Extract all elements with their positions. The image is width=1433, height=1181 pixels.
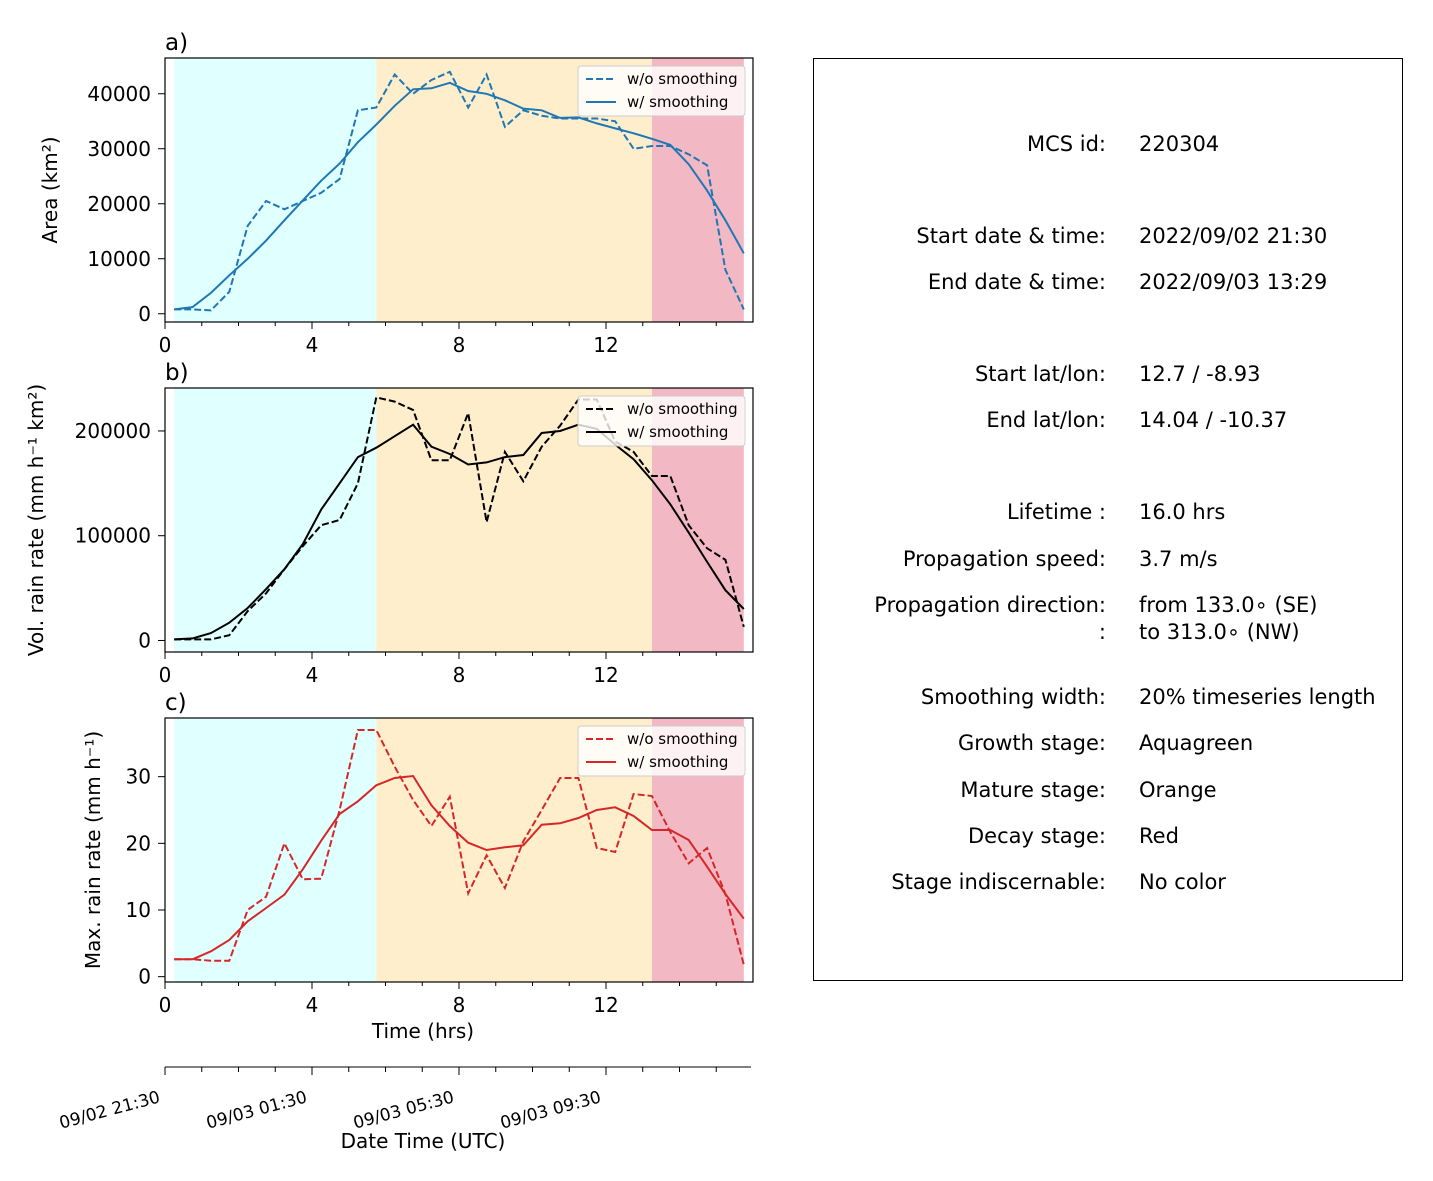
legend-entry: w/o smoothing <box>627 730 738 748</box>
info-value: Red <box>1139 824 1179 848</box>
info-label: Mature stage: <box>960 778 1106 802</box>
info-label: Propagation direction: <box>874 593 1106 617</box>
x-tick-label: 4 <box>306 663 319 687</box>
x-tick-label: 8 <box>453 333 466 357</box>
panel-label: c) <box>165 690 187 716</box>
y-tick-label: 30 <box>126 765 151 789</box>
y-axis-label: Area (km²) <box>38 136 62 243</box>
info-value: 2022/09/03 13:29 <box>1139 270 1328 294</box>
panel-label: b) <box>165 360 189 386</box>
y-tick-label: 30000 <box>87 137 151 161</box>
y-tick-label: 20000 <box>87 192 151 216</box>
info-value: 20% timeseries length <box>1139 685 1376 709</box>
info-label: Start lat/lon: <box>974 362 1106 386</box>
info-label: End date & time: <box>927 270 1106 294</box>
legend-box <box>577 65 746 117</box>
info-label: Growth stage: <box>957 731 1106 755</box>
date-time-axis: 09/02 21:30 09/03 01:30 09/03 05:30 09/03 0… <box>57 1066 751 1153</box>
x-tick-label: 0 <box>159 333 172 357</box>
legend-entry: w/ smoothing <box>627 753 728 771</box>
panel-label: a) <box>165 30 188 56</box>
stage-band-growth <box>174 388 377 652</box>
info-value: Orange <box>1139 778 1217 802</box>
x-tick-label: 12 <box>593 993 618 1017</box>
y-tick-label: 20 <box>126 831 151 855</box>
info-value: 16.0 hrs <box>1139 500 1226 524</box>
x-tick-label: 12 <box>593 663 618 687</box>
y-tick-label: 100000 <box>75 524 151 548</box>
series-line-raw <box>174 70 745 312</box>
series-line-smoothed <box>174 423 745 641</box>
y-tick-label: 0 <box>138 965 151 989</box>
y-axis-label: Max. rain rate (mm h⁻¹) <box>81 731 105 969</box>
date-tick-label: 09/03 05:30 <box>351 1088 456 1134</box>
volumetric-rain-panel: 0 4 8 12 0 100000 200000 b) Vol. rain rate (mm h… <box>24 360 754 687</box>
info-value: 220304 <box>1139 132 1220 156</box>
info-label: Propagation speed: <box>902 547 1106 571</box>
date-tick-label: 09/02 21:30 <box>57 1088 162 1134</box>
y-tick-label: 200000 <box>75 419 151 443</box>
info-value: 3.7 m/s <box>1139 547 1218 571</box>
y-tick-label: 0 <box>138 628 151 652</box>
date-tick-label: 09/03 09:30 <box>498 1088 603 1134</box>
info-label: Smoothing width: <box>920 685 1106 709</box>
legend-entry: w/o smoothing <box>627 400 738 418</box>
mcs-info-panel: MCS id: 220304 Start date & time: 2022/0… <box>813 58 1403 981</box>
info-label: : <box>1098 620 1106 644</box>
y-tick-label: 10 <box>126 898 151 922</box>
y-tick-label: 10000 <box>87 247 151 271</box>
info-label: Stage indiscernable: <box>891 870 1106 894</box>
legend-box <box>577 725 746 777</box>
date-axis-label: Date Time (UTC) <box>341 1129 506 1153</box>
y-tick-label: 0 <box>138 302 151 326</box>
info-value: from 133.0∘ (SE) <box>1139 593 1318 617</box>
info-label: Decay stage: <box>968 824 1106 848</box>
x-tick-label: 12 <box>593 333 618 357</box>
info-value: 2022/09/02 21:30 <box>1139 224 1328 248</box>
date-tick-label: 09/03 01:30 <box>204 1088 309 1134</box>
series-line-raw <box>174 396 745 641</box>
info-label: MCS id: <box>1026 132 1106 156</box>
info-value: No color <box>1139 870 1226 894</box>
series-line-smoothed <box>174 774 745 961</box>
x-tick-label: 0 <box>159 993 172 1017</box>
legend-entry: w/ smoothing <box>627 423 728 441</box>
x-tick-label: 4 <box>306 333 319 357</box>
x-tick-label: 8 <box>453 993 466 1017</box>
area-panel: 0 4 8 12 0 10000 20000 30000 40000 a) Area (km²) w/… <box>38 30 754 357</box>
info-label: Start date & time: <box>916 224 1106 248</box>
legend-box <box>577 395 746 447</box>
series-line-raw <box>174 729 745 965</box>
stage-band-growth <box>174 58 377 322</box>
info-label: End lat/lon: <box>986 408 1106 432</box>
x-axis-label: Time (hrs) <box>371 1019 474 1043</box>
info-label: Lifetime : <box>1006 500 1106 524</box>
info-value: to 313.0∘ (NW) <box>1139 620 1300 644</box>
x-tick-label: 8 <box>453 663 466 687</box>
legend-entry: w/o smoothing <box>627 70 738 88</box>
legend-entry: w/ smoothing <box>627 93 728 111</box>
x-tick-label: 4 <box>306 993 319 1017</box>
info-value: Aquagreen <box>1139 731 1254 755</box>
info-value: 12.7 / -8.93 <box>1139 362 1261 386</box>
x-tick-label: 0 <box>159 663 172 687</box>
series-line-smoothed <box>174 81 745 311</box>
max-rain-rate-panel: 0 4 8 12 0 10 20 30 c) Max. rain rate (mm h⁻¹) Tim… <box>81 690 754 1043</box>
info-value: 14.04 / -10.37 <box>1139 408 1288 432</box>
y-tick-label: 40000 <box>87 82 151 106</box>
y-axis-label: Vol. rain rate (mm h⁻¹ km²) <box>24 384 48 656</box>
stage-band-growth <box>174 718 377 982</box>
